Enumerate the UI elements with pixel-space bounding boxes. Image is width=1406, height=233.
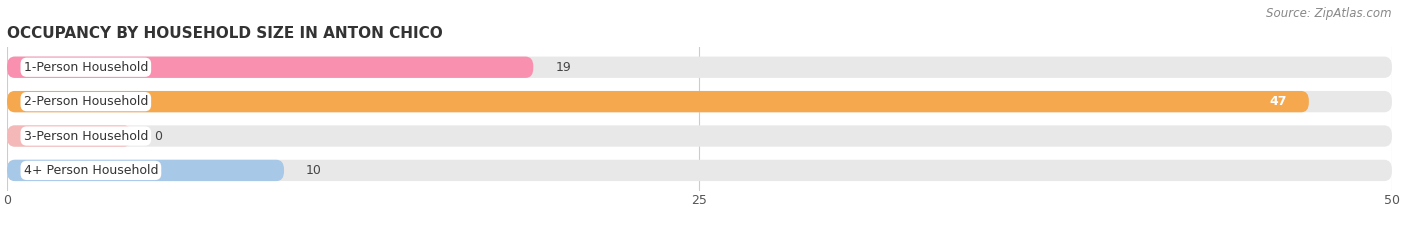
FancyBboxPatch shape (7, 91, 1392, 112)
FancyBboxPatch shape (7, 57, 1392, 78)
Text: Source: ZipAtlas.com: Source: ZipAtlas.com (1267, 7, 1392, 20)
FancyBboxPatch shape (7, 160, 284, 181)
Text: 3-Person Household: 3-Person Household (24, 130, 148, 143)
FancyBboxPatch shape (7, 160, 1392, 181)
FancyBboxPatch shape (7, 57, 533, 78)
FancyBboxPatch shape (7, 125, 1392, 147)
Text: 1-Person Household: 1-Person Household (24, 61, 148, 74)
Text: 2-Person Household: 2-Person Household (24, 95, 148, 108)
Text: OCCUPANCY BY HOUSEHOLD SIZE IN ANTON CHICO: OCCUPANCY BY HOUSEHOLD SIZE IN ANTON CHI… (7, 26, 443, 41)
FancyBboxPatch shape (7, 125, 132, 147)
Text: 4+ Person Household: 4+ Person Household (24, 164, 157, 177)
Text: 0: 0 (153, 130, 162, 143)
Text: 10: 10 (307, 164, 322, 177)
Text: 19: 19 (555, 61, 571, 74)
Text: 47: 47 (1270, 95, 1286, 108)
FancyBboxPatch shape (7, 91, 1309, 112)
